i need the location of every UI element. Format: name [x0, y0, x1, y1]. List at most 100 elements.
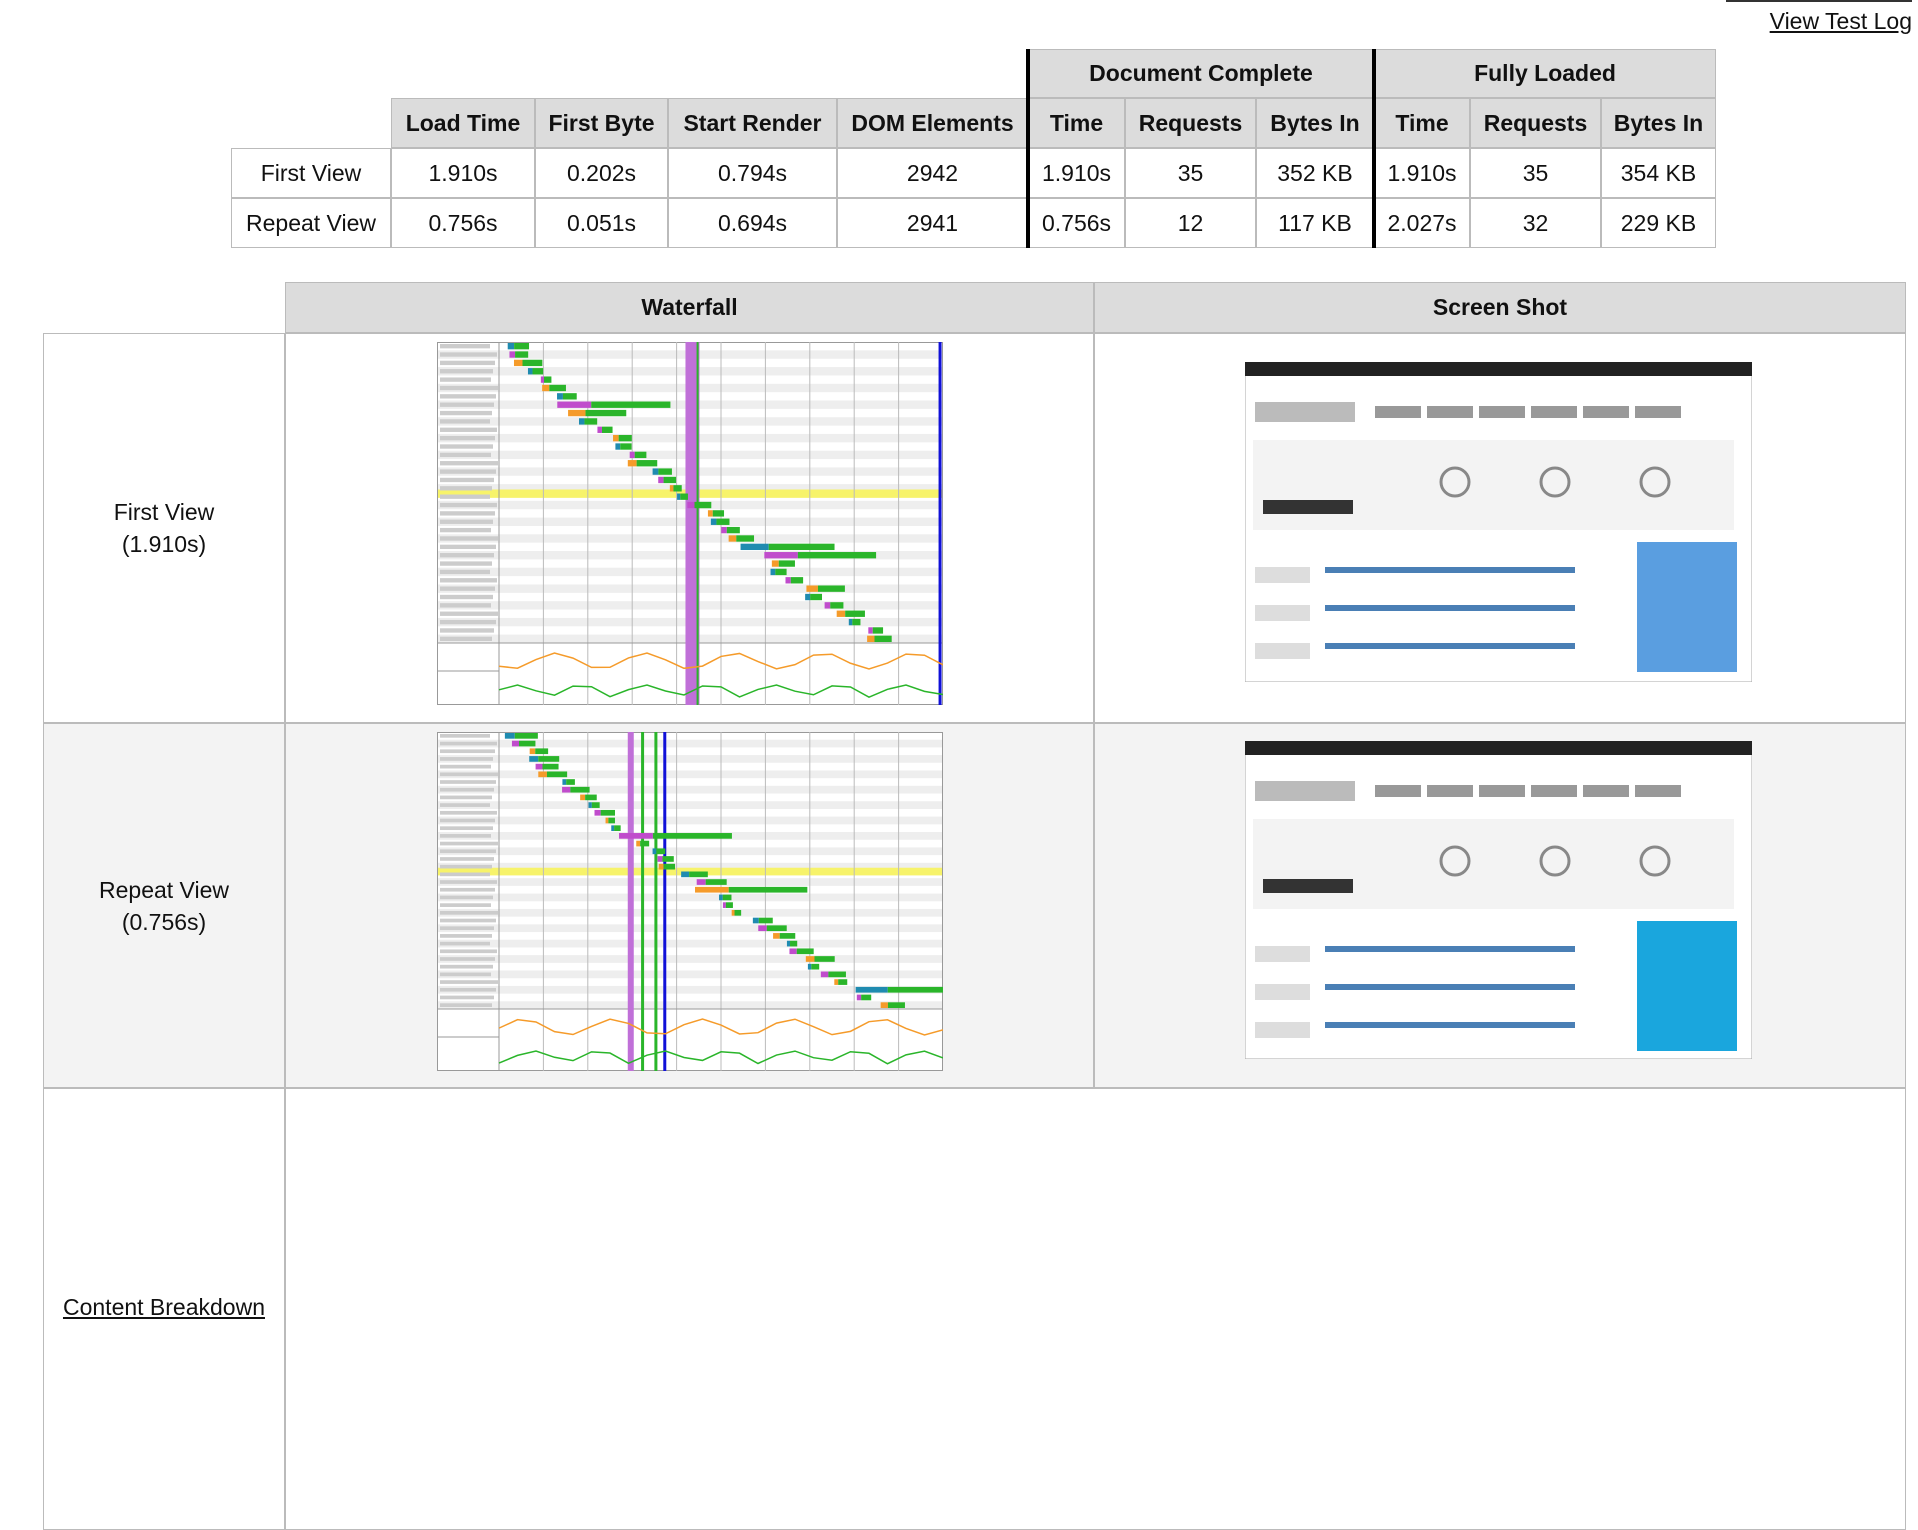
request-bar — [507, 343, 515, 350]
row-stripe — [438, 785, 942, 794]
request-bar — [532, 368, 544, 375]
request-bar — [611, 825, 615, 832]
url-label — [440, 987, 496, 992]
group-header: Fully Loaded — [1374, 49, 1716, 98]
timing-line — [696, 342, 699, 705]
screenshot-image — [1245, 362, 1752, 682]
request-bar — [786, 940, 791, 947]
request-bar — [600, 809, 616, 816]
table-cell: 0.202s — [535, 148, 668, 198]
request-bar — [640, 840, 650, 847]
request-bar — [805, 593, 811, 601]
request-bar — [731, 909, 735, 916]
content-breakdown-link[interactable]: Content Breakdown — [62, 1294, 265, 1320]
shot-icon — [1439, 845, 1471, 877]
request-bar — [811, 963, 820, 970]
url-label — [440, 594, 493, 600]
shot-icon — [1639, 845, 1671, 877]
request-bar — [722, 894, 732, 901]
waterfall-image — [437, 732, 943, 1071]
shot-icon — [1539, 845, 1571, 877]
request-bar — [542, 384, 550, 392]
row-stripe — [438, 1001, 942, 1009]
url-label — [440, 934, 492, 938]
url-label — [440, 741, 497, 746]
request-bar — [620, 443, 632, 450]
url-label — [440, 857, 494, 861]
request-bar — [789, 948, 797, 955]
request-bar — [758, 917, 773, 924]
request-bar — [597, 426, 602, 433]
waterfall-bg — [437, 732, 943, 1071]
shot-nav — [1583, 785, 1629, 797]
url-label — [440, 795, 492, 800]
url-label — [440, 880, 497, 884]
view-time: (0.756s) — [121, 908, 207, 935]
table-cell: 2942 — [837, 148, 1028, 198]
results-column-header: Screen Shot — [1094, 282, 1906, 333]
shot-logo — [1255, 402, 1355, 422]
request-bar — [848, 618, 853, 626]
timing-line — [685, 342, 700, 705]
url-label — [440, 586, 495, 591]
url-label — [440, 972, 491, 977]
request-bar — [562, 393, 577, 400]
shot-question-meta — [1255, 1022, 1310, 1038]
request-bar — [734, 909, 742, 916]
request-bar — [570, 786, 590, 793]
url-label — [440, 926, 494, 931]
request-bar — [601, 426, 613, 433]
request-bar — [790, 940, 798, 947]
url-label — [440, 903, 491, 907]
url-label — [440, 444, 493, 449]
shot-icon — [1539, 466, 1571, 498]
request-bar — [687, 501, 695, 509]
request-bar — [705, 879, 727, 885]
request-bar — [740, 543, 769, 551]
request-bar — [887, 1002, 905, 1008]
table-cell: 2.027s — [1374, 198, 1470, 248]
request-bar — [874, 635, 892, 642]
request-bar — [814, 956, 835, 962]
url-label — [440, 452, 491, 458]
request-bar — [796, 948, 814, 955]
request-bar — [673, 485, 682, 492]
request-bar — [838, 979, 848, 985]
request-bar — [824, 602, 831, 609]
shot-icon — [1439, 466, 1471, 498]
url-label — [440, 486, 492, 491]
request-bar — [736, 535, 755, 542]
table-cell: 1.910s — [1374, 148, 1470, 198]
row-header: Repeat View — [231, 198, 391, 248]
request-bar — [535, 763, 543, 770]
timing-line — [938, 342, 942, 705]
view-time: (1.910s) — [121, 531, 207, 557]
shot-nav — [1479, 406, 1525, 418]
request-bar — [514, 343, 530, 350]
table-cell: 117 KB — [1256, 198, 1374, 248]
request-bar — [568, 409, 586, 417]
url-label — [440, 469, 496, 474]
url-label — [440, 561, 492, 566]
shot-question — [1325, 946, 1575, 952]
url-label — [440, 949, 497, 954]
row-stripe — [438, 816, 942, 825]
url-label — [440, 603, 491, 608]
row-header: First View — [231, 148, 391, 198]
shot-question — [1325, 984, 1575, 990]
request-bar — [845, 610, 865, 617]
row-stripe — [438, 770, 942, 779]
url-label — [440, 834, 491, 838]
url-label — [440, 764, 491, 769]
view-test-log-link[interactable]: View Test Log — [1769, 8, 1912, 34]
request-bar — [726, 526, 740, 534]
request-bar — [634, 451, 647, 459]
request-bar — [618, 434, 632, 442]
request-bar — [766, 925, 787, 932]
request-bar — [584, 418, 598, 425]
link-rule — [1726, 0, 1912, 2]
url-label — [440, 536, 498, 541]
table-cell: 0.756s — [1028, 198, 1125, 248]
request-bar — [722, 902, 726, 908]
